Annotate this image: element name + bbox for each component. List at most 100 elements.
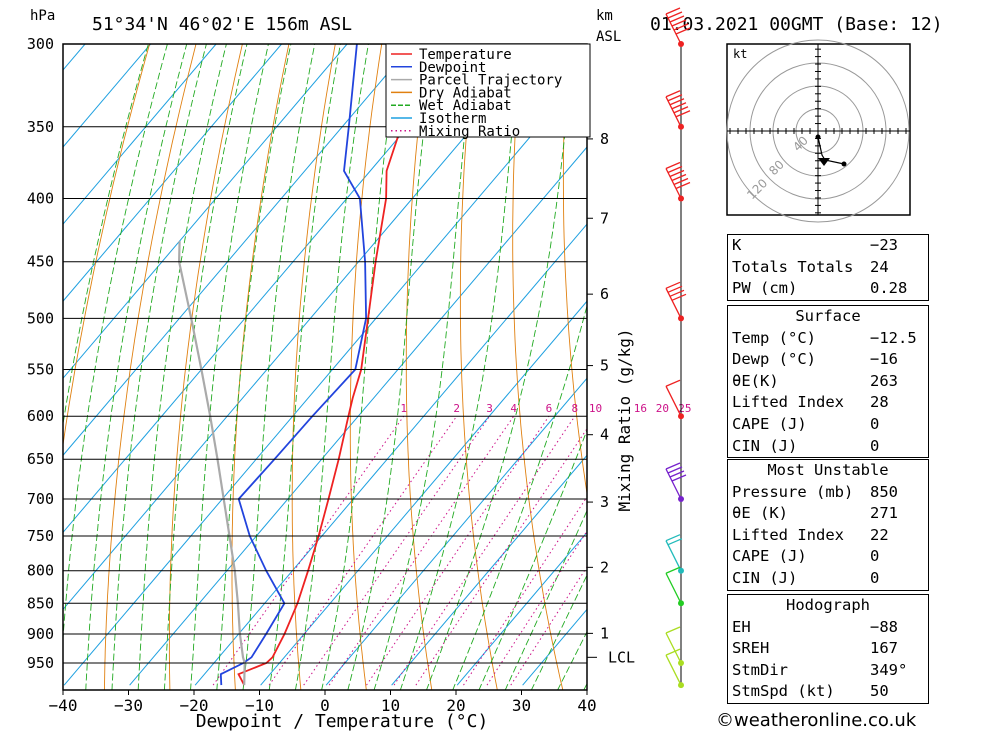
mixing-ratio-label: 1 [400,402,407,415]
wind-barb-feather [671,474,687,482]
mixing-ratio-label: 16 [634,402,647,415]
height-tick-label: 6 [600,285,609,303]
lcl-label: LCL [608,648,635,666]
wet-adiabat [426,44,575,690]
row-value: 349° [870,660,908,679]
wet-adiabat [85,44,188,690]
table-row: StmDir 349° [728,660,928,682]
wind-barb-staff [665,540,682,572]
row-value: 28 [870,393,889,412]
wind-barb-feather [665,281,681,289]
isotherm [194,223,587,686]
wet-adiabat [294,44,369,690]
table-row: CAPE (J) 0 [728,414,928,436]
row-value: 0 [870,568,880,587]
pressure-tick-label: 850 [27,594,54,612]
row-label: Totals Totals [732,257,854,276]
pressure-tick-label: 550 [27,361,54,379]
wind-barb-staff [665,288,682,319]
legend-label: Dry Adiabat [419,85,512,101]
temperature-tick-label: −40 [49,696,78,715]
temperature-tick-label: −30 [114,696,143,715]
row-value: 0 [870,436,880,455]
temperature-tick-label: −10 [245,696,274,715]
dry-adiabat [168,44,243,690]
row-label: CAPE (J) [732,414,807,433]
wind-barb-staff [665,654,682,686]
dry-adiabat [231,44,290,690]
row-value: 263 [870,371,898,390]
wet-adiabat [111,44,207,690]
table-row: CAPE (J) 0 [728,546,928,568]
isotherm [63,44,413,457]
row-value: −16 [870,350,898,369]
table-row: EH −88 [728,617,928,639]
row-label: StmSpd (kt) [732,682,835,701]
row-value: 271 [870,504,898,523]
wind-barb-feather [675,27,691,35]
surface-table: Surface Temp (°C) −12.5 Dewp (°C) −16 θE(K) 26… [727,305,929,459]
row-value: 0 [870,547,880,566]
temperature-tick-label: 40 [577,696,596,715]
wind-barb-feather [671,293,687,301]
temperature-tick-label: 30 [512,696,531,715]
wind-barb-feather [673,106,689,114]
table-title: Most Unstable [767,461,889,479]
row-label: Lifted Index [732,525,844,544]
mixing-ratio-axis-title: Mixing Ratio (g/kg) [615,328,634,511]
table-row: PW (cm) 0.28 [728,278,928,300]
datetime-title: 01.03.2021 00GMT (Base: 12) [650,14,943,35]
isotherm [63,44,282,302]
wind-barb-feather [667,538,683,546]
row-value: 0 [870,414,880,433]
hpa-label: hPa [30,8,55,24]
wind-barb-staff [665,572,682,604]
mixing-ratio-label: 6 [546,402,553,415]
temperature-tick-label: 10 [381,696,400,715]
height-tick-label: 5 [600,357,609,375]
mixing-ratio-line [486,530,587,686]
row-value: −23 [870,236,898,254]
table-row: Lifted Index 28 [728,392,928,414]
dry-adiabat [405,44,433,690]
wet-adiabat [190,44,269,690]
pressure-tick-label: 500 [27,309,54,327]
wind-barb-staff [665,96,682,128]
hodograph-unit: kt [733,47,747,61]
height-tick-label: 1 [600,624,609,642]
row-value: −12.5 [870,328,917,347]
isotherm [260,300,587,686]
wet-adiabat [321,44,400,690]
height-tick-label: 2 [600,558,609,576]
row-label: StmDir [732,660,788,679]
wind-barb-feather [669,470,685,478]
legend-label: Isotherm [419,111,486,127]
row-label: CIN (J) [732,568,798,587]
row-label: θE(K) [732,371,779,390]
legend-label: Dewpoint [419,60,486,76]
storm-motion-marker [818,158,830,166]
pressure-tick-label: 950 [27,654,54,672]
wind-barb-feather [667,466,683,474]
isotherm [63,69,587,686]
wet-adiabat [504,509,587,690]
height-tick-label: 3 [600,493,609,511]
row-label: K [732,236,742,254]
mixing-ratio-label: 8 [572,402,579,415]
wind-barb-feather [667,94,683,102]
pressure-tick-label: 800 [27,562,54,580]
temperature-tick-label: 0 [320,696,330,715]
wind-barb-feather [665,626,681,634]
wind-barb-feather [669,15,685,23]
wind-barb-feather [675,181,691,190]
wind-barb-staff [665,385,682,417]
mixing-ratio-line [510,565,587,686]
height-tick-label: 4 [600,426,609,444]
mixing-ratio-line [463,495,587,686]
row-label: EH [732,617,751,636]
legend-box [385,43,591,138]
row-value: −88 [870,617,898,636]
temperature-tick-label: 20 [446,696,465,715]
wind-barb-feather [665,462,681,470]
pressure-tick-label: 700 [27,490,54,508]
